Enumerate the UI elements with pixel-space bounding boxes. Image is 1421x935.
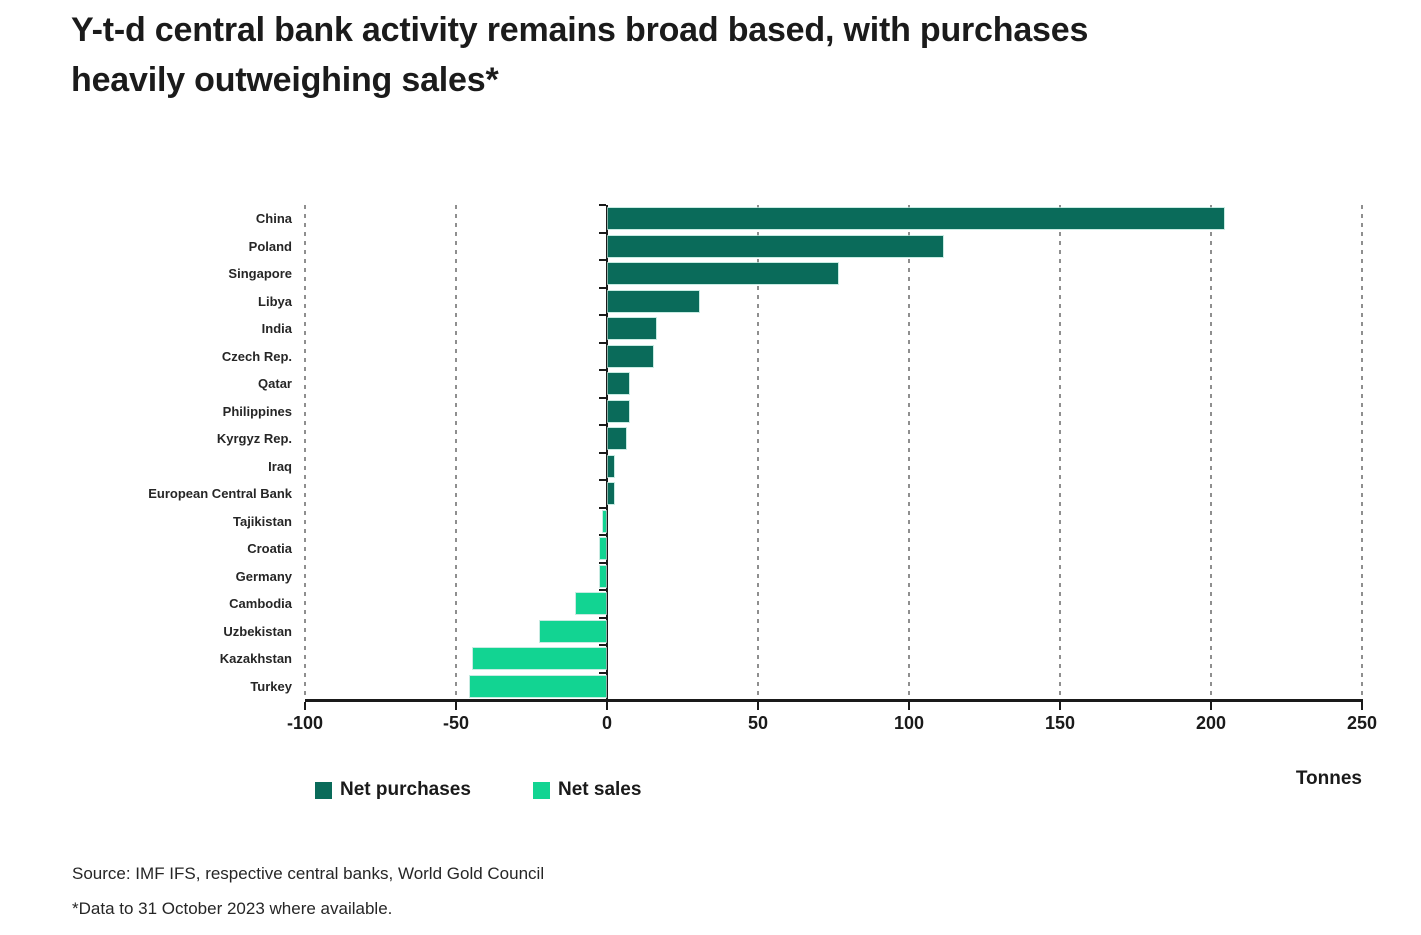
page-title-line-2: heavily outweighing sales* (71, 60, 499, 99)
x-tick-label-150: 150 (1044, 713, 1076, 733)
bar-china (608, 208, 1225, 230)
category-label: Tajikistan (232, 513, 292, 529)
zero-axis-row-tick (599, 341, 606, 344)
page-title: Y-t-d central bank activity remains broa… (71, 6, 1361, 106)
x-axis-tick-50 (757, 702, 759, 710)
page-title-line-1: Y-t-d central bank activity remains broa… (71, 11, 1089, 49)
x-axis-line (305, 699, 1363, 702)
category-label: Libya (258, 293, 292, 309)
category-labels: China Poland Singapore Libya India Czech Rep.… (0, 205, 292, 700)
bar-turkey (470, 675, 606, 697)
legend-item-net-sales: Net sales (533, 779, 641, 801)
zero-axis-row-tick (599, 589, 606, 591)
category-label: Philippines (222, 403, 292, 419)
category-label: Uzbekistan (223, 623, 292, 639)
gridline-250 (1361, 205, 1363, 700)
zero-axis-row-tick (599, 231, 606, 234)
category-label: Croatia (247, 541, 292, 557)
bar-philippines (608, 400, 630, 422)
x-tick-label-250: 250 (1346, 713, 1378, 733)
zero-axis-row-tick (599, 644, 606, 646)
bar-chart-plot-area: -100 -50 0 50 100 150 200 250 (287, 204, 1377, 733)
bar-czech-rep (608, 345, 654, 367)
bar-india (608, 318, 657, 340)
bar-cambodia (575, 593, 606, 615)
bar-iraq (608, 455, 615, 477)
category-label: India (261, 321, 292, 337)
bar-kazakhstan (473, 648, 606, 670)
x-axis-tick-200 (1210, 702, 1212, 710)
gridline-100 (908, 205, 910, 700)
zero-axis-row-tick (599, 259, 606, 261)
x-tick-label--50: -50 (442, 713, 469, 733)
zero-axis-row-tick (599, 506, 606, 509)
legend-item-net-purchases: Net purchases (315, 779, 471, 801)
x-tick-label-100: 100 (893, 713, 925, 733)
footnote-text: *Data to 31 October 2023 where available… (72, 899, 393, 918)
bar-libya (608, 290, 699, 312)
net-sales-swatch-icon (533, 781, 550, 799)
zero-axis-row-tick (599, 671, 606, 674)
gridline--100 (304, 205, 306, 700)
zero-axis-row-tick (599, 396, 606, 399)
gridline-200 (1210, 205, 1212, 700)
legend-label: Net purchases (340, 779, 471, 800)
category-label: Singapore (228, 266, 292, 282)
gridline-150 (1059, 205, 1061, 700)
zero-axis-row-tick (599, 369, 606, 371)
source-text: Source: IMF IFS, respective central bank… (72, 864, 545, 883)
category-label: Germany (235, 568, 292, 584)
bar-germany (599, 565, 606, 587)
category-label: Iraq (268, 458, 292, 474)
category-label: Czech Rep. (221, 348, 292, 364)
gridline-50 (757, 205, 759, 700)
category-label: Cambodia (229, 596, 292, 612)
bar-poland (608, 235, 944, 257)
x-axis-tick--50 (455, 702, 457, 710)
zero-axis-row-tick (599, 479, 606, 481)
zero-axis-row-tick (599, 204, 606, 206)
bar-tajikistan (602, 510, 606, 532)
zero-axis-row-tick (599, 314, 606, 316)
category-label: Qatar (258, 376, 292, 392)
category-label: Kyrgyz Rep. (216, 431, 292, 447)
legend-label: Net sales (558, 779, 642, 800)
bar-kyrgyz-rep (608, 428, 627, 450)
bar-uzbekistan (539, 620, 606, 642)
x-axis-tick-150 (1059, 702, 1061, 710)
x-tick-label-50: 50 (747, 713, 769, 733)
x-tick-label-0: 0 (601, 713, 612, 733)
category-label: European Central Bank (148, 486, 292, 502)
x-axis-tick-100 (908, 702, 910, 710)
zero-axis-row-tick (599, 286, 606, 289)
category-label: Turkey (250, 678, 292, 694)
zero-axis-row-tick (599, 534, 606, 536)
zero-axis-row-tick (599, 616, 606, 619)
zero-axis-row-tick (599, 451, 606, 454)
x-axis-unit-label: Tonnes (1295, 768, 1362, 789)
x-axis-tick-0 (606, 702, 608, 710)
category-label: Kazakhstan (219, 651, 292, 667)
bar-qatar (608, 373, 630, 395)
bar-singapore (608, 263, 838, 285)
category-label: China (255, 211, 292, 227)
x-tick-label--100: -100 (286, 713, 324, 733)
x-axis-tick--100 (304, 702, 306, 710)
zero-axis-line (606, 205, 608, 700)
x-tick-label-200: 200 (1195, 713, 1227, 733)
bar-croatia (599, 538, 606, 560)
gridline--50 (455, 205, 457, 700)
net-purchases-swatch-icon (315, 781, 332, 799)
bar-european-central-bank (608, 483, 615, 505)
x-axis-tick-250 (1361, 702, 1363, 710)
category-label: Poland (248, 238, 292, 254)
zero-axis-row-tick (599, 561, 606, 564)
zero-axis-row-tick (599, 424, 606, 426)
